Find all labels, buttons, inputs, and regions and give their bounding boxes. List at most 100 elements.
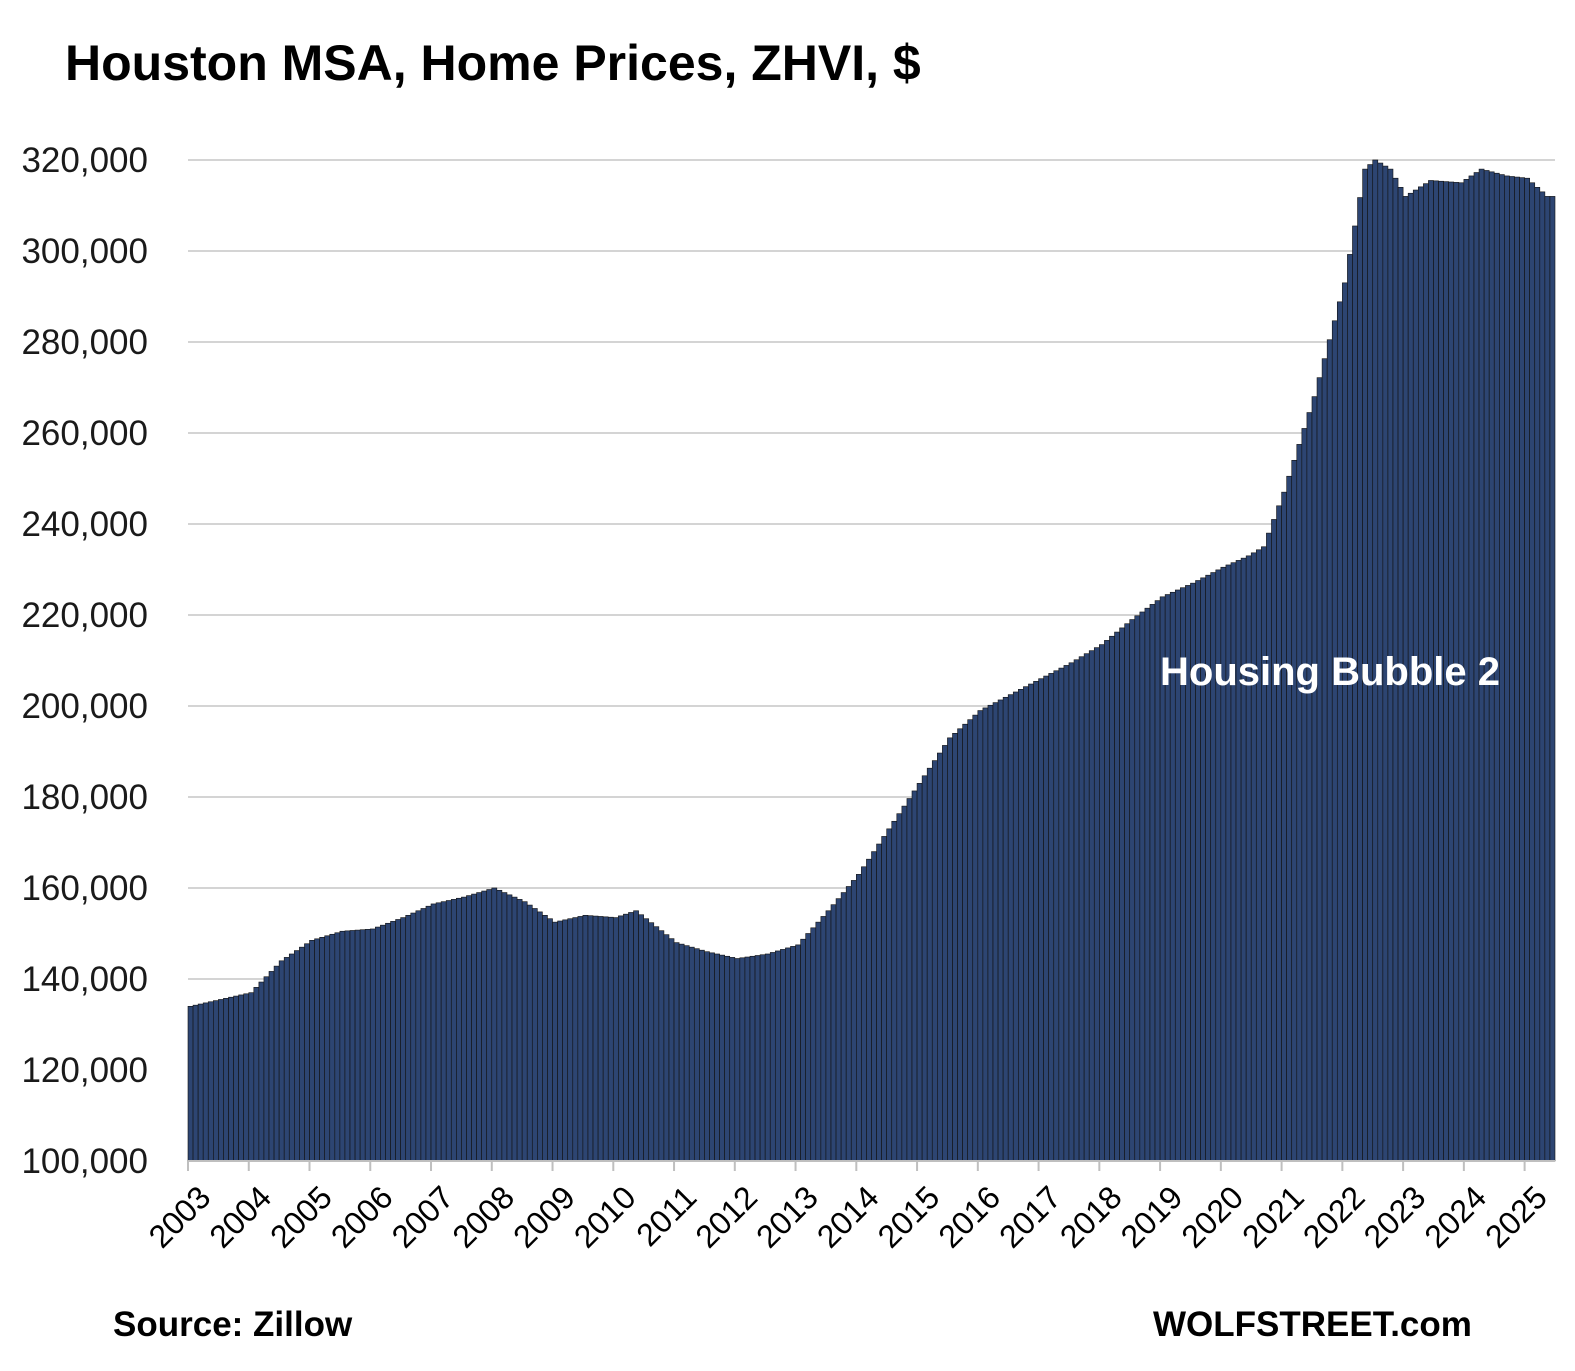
- bar: [1524, 177, 1530, 1162]
- bar: [1276, 505, 1282, 1162]
- bar: [420, 908, 427, 1162]
- bar: [582, 914, 589, 1162]
- bar: [1053, 670, 1060, 1162]
- bar: [1336, 301, 1343, 1162]
- bar: [466, 895, 472, 1162]
- bar: [435, 902, 442, 1162]
- bar: [567, 918, 574, 1162]
- bar: [1529, 182, 1536, 1162]
- bar: [764, 953, 771, 1162]
- bar: [531, 908, 538, 1162]
- bar: [734, 958, 741, 1162]
- bar: [501, 892, 508, 1162]
- bar: [1063, 665, 1070, 1162]
- bar: [390, 921, 396, 1162]
- bar: [223, 998, 229, 1162]
- bar: [1504, 175, 1510, 1162]
- bar: [562, 919, 569, 1162]
- bar: [1519, 177, 1525, 1162]
- bar: [486, 889, 493, 1162]
- bar: [643, 918, 650, 1162]
- bar: [926, 767, 933, 1162]
- bar: [1321, 358, 1328, 1162]
- y-tick-label: 100,000: [21, 1142, 148, 1181]
- bar: [1261, 546, 1267, 1162]
- bar: [962, 723, 968, 1162]
- bar: [1043, 675, 1050, 1162]
- bar: [724, 955, 731, 1162]
- bar: [977, 710, 984, 1162]
- bar: [339, 930, 346, 1162]
- x-tick-label: 2010: [567, 1179, 643, 1255]
- bar: [268, 971, 275, 1162]
- x-tick-label: 2008: [445, 1179, 521, 1255]
- bar: [344, 930, 351, 1162]
- bar: [982, 707, 989, 1162]
- bar: [1514, 176, 1520, 1162]
- bar: [1316, 377, 1323, 1162]
- x-tick-label: 2012: [688, 1179, 764, 1255]
- bar: [430, 903, 437, 1162]
- bar: [997, 699, 1004, 1162]
- x-tick-label: 2025: [1478, 1179, 1554, 1255]
- bar: [1088, 650, 1095, 1162]
- bar: [850, 880, 857, 1162]
- bar: [942, 745, 948, 1162]
- bar: [825, 910, 832, 1162]
- bar: [218, 999, 224, 1162]
- bar: [972, 714, 979, 1162]
- bar: [901, 805, 908, 1162]
- y-tick-label: 280,000: [21, 323, 148, 362]
- bar: [1058, 667, 1065, 1162]
- bar: [425, 905, 432, 1162]
- bar: [739, 957, 746, 1162]
- bar: [572, 917, 579, 1162]
- bar: [1002, 696, 1009, 1162]
- bar: [1134, 615, 1141, 1162]
- bar: [526, 904, 533, 1162]
- bar: [683, 945, 690, 1162]
- bar: [845, 886, 852, 1162]
- y-tick-label: 240,000: [21, 505, 148, 544]
- y-tick-label: 180,000: [21, 778, 148, 817]
- y-tick-label: 140,000: [21, 960, 148, 999]
- bar: [288, 953, 295, 1162]
- annotation-housing-bubble-2: Housing Bubble 2: [1160, 650, 1500, 694]
- bar: [1018, 689, 1024, 1162]
- x-tick-label: 2009: [506, 1179, 582, 1255]
- bar: [1296, 444, 1303, 1162]
- bar: [658, 930, 665, 1162]
- x-tick-label: 2014: [810, 1179, 886, 1255]
- bar: [202, 1002, 209, 1162]
- bar: [587, 915, 594, 1162]
- bar: [461, 896, 467, 1162]
- x-tick-label: 2019: [1114, 1179, 1190, 1255]
- bar: [395, 919, 401, 1162]
- x-tick-label: 2003: [142, 1179, 218, 1255]
- bar: [638, 914, 644, 1162]
- bar: [1255, 549, 1262, 1162]
- bar: [891, 820, 898, 1162]
- bar: [450, 899, 457, 1162]
- x-tick-label: 2017: [992, 1179, 1068, 1255]
- bar: [1033, 681, 1039, 1162]
- bar: [1281, 491, 1287, 1162]
- bar: [380, 924, 386, 1162]
- bar: [1093, 647, 1100, 1162]
- bar: [896, 813, 903, 1162]
- bar: [597, 916, 604, 1162]
- bar: [238, 994, 244, 1162]
- bar: [947, 737, 953, 1162]
- x-tick-label: 2013: [749, 1179, 825, 1255]
- bar: [704, 951, 710, 1162]
- bar: [385, 922, 391, 1162]
- bar: [1073, 659, 1080, 1162]
- x-tick-label: 2007: [385, 1179, 461, 1255]
- bar: [1038, 678, 1044, 1162]
- bar: [668, 938, 675, 1162]
- bar: [1544, 196, 1551, 1162]
- x-tick-label: 2004: [202, 1179, 278, 1255]
- bar: [456, 897, 462, 1162]
- bar: [516, 899, 523, 1162]
- bar: [861, 866, 867, 1162]
